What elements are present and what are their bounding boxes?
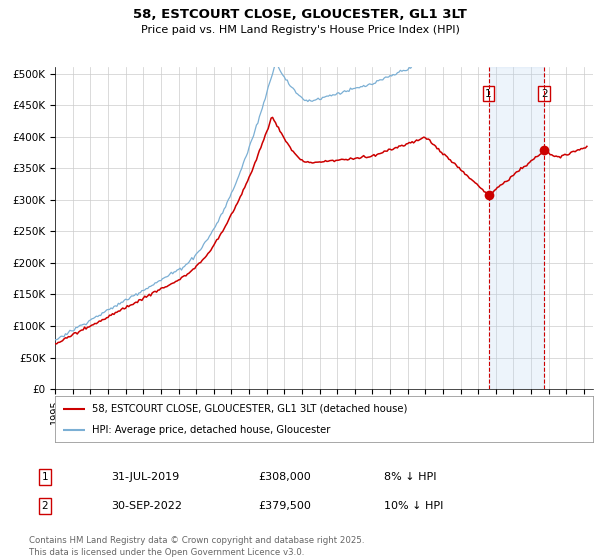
Text: Price paid vs. HM Land Registry's House Price Index (HPI): Price paid vs. HM Land Registry's House …	[140, 25, 460, 35]
Text: 31-JUL-2019: 31-JUL-2019	[111, 472, 179, 482]
Text: £308,000: £308,000	[258, 472, 311, 482]
Text: HPI: Average price, detached house, Gloucester: HPI: Average price, detached house, Glou…	[92, 425, 330, 435]
Bar	[488, 67, 544, 389]
Text: Contains HM Land Registry data © Crown copyright and database right 2025.
This d: Contains HM Land Registry data © Crown c…	[29, 536, 364, 557]
Text: 58, ESTCOURT CLOSE, GLOUCESTER, GL1 3LT (detached house): 58, ESTCOURT CLOSE, GLOUCESTER, GL1 3LT …	[92, 404, 407, 414]
Text: 1: 1	[41, 472, 49, 482]
Text: 1: 1	[485, 88, 492, 99]
Text: 2: 2	[541, 88, 548, 99]
Text: 2: 2	[41, 501, 49, 511]
Text: 30-SEP-2022: 30-SEP-2022	[111, 501, 182, 511]
Text: 58, ESTCOURT CLOSE, GLOUCESTER, GL1 3LT: 58, ESTCOURT CLOSE, GLOUCESTER, GL1 3LT	[133, 8, 467, 21]
Text: 8% ↓ HPI: 8% ↓ HPI	[384, 472, 437, 482]
Text: £379,500: £379,500	[258, 501, 311, 511]
Text: 10% ↓ HPI: 10% ↓ HPI	[384, 501, 443, 511]
